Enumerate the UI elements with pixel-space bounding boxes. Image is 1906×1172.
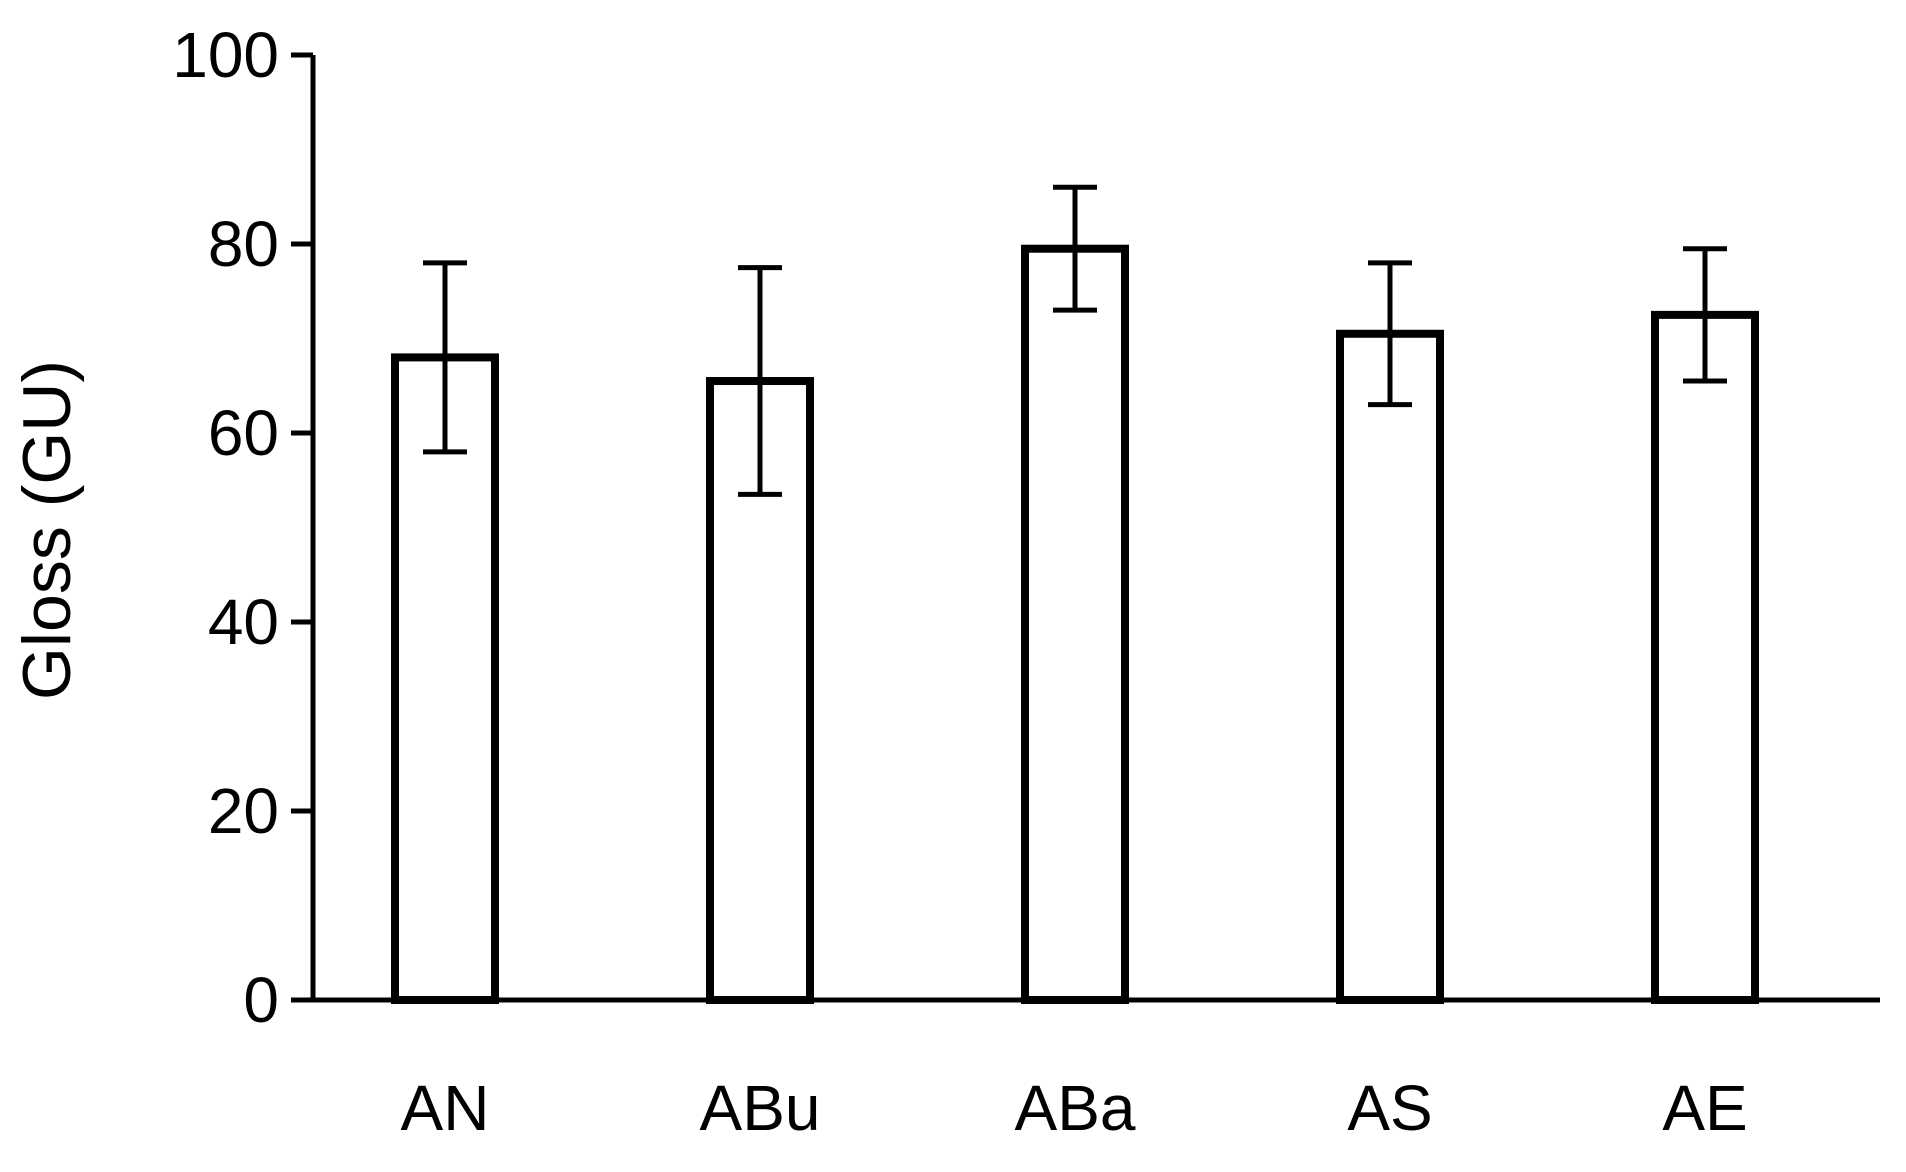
y-axis-title: Gloss (GU) bbox=[9, 360, 85, 700]
y-ticks-layer: 0 20 40 60 80 100 bbox=[172, 19, 313, 1036]
x-category-label: AS bbox=[1347, 1072, 1432, 1144]
y-tick-label: 80 bbox=[208, 208, 279, 280]
error-bar-abu bbox=[738, 265, 782, 497]
bar-ae bbox=[1651, 310, 1759, 1004]
error-bars-layer bbox=[423, 184, 1727, 497]
error-bar-aba bbox=[1053, 184, 1097, 313]
error-bar-an bbox=[423, 260, 467, 455]
bar-as bbox=[1336, 329, 1444, 1004]
x-labels-layer: AN ABu ABa AS AE bbox=[401, 1072, 1748, 1144]
y-tick-label: 0 bbox=[243, 964, 279, 1036]
y-tick-label: 100 bbox=[172, 19, 279, 91]
bar-aba bbox=[1021, 244, 1129, 1005]
x-category-label: ABa bbox=[1015, 1072, 1136, 1144]
x-category-label: ABu bbox=[700, 1072, 821, 1144]
y-tick-label: 40 bbox=[208, 586, 279, 658]
x-category-label: AN bbox=[401, 1072, 490, 1144]
y-tick-label: 60 bbox=[208, 397, 279, 469]
y-tick-label: 20 bbox=[208, 775, 279, 847]
error-bar-as bbox=[1368, 260, 1412, 408]
error-bar-ae bbox=[1683, 246, 1727, 384]
x-category-label: AE bbox=[1662, 1072, 1747, 1144]
axes-layer bbox=[291, 55, 1880, 1003]
bars-layer bbox=[391, 244, 1759, 1005]
